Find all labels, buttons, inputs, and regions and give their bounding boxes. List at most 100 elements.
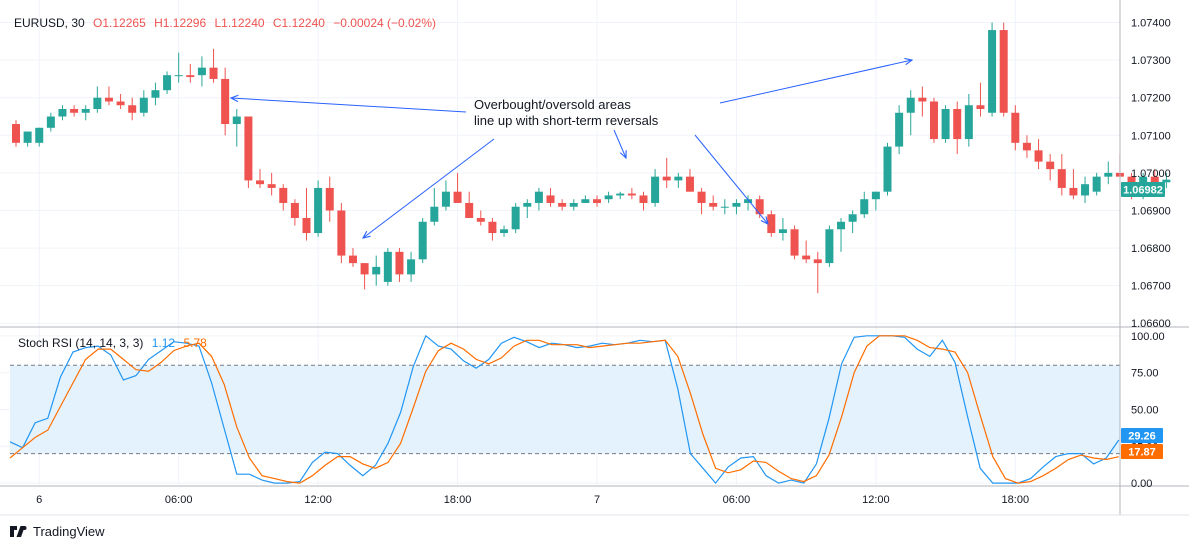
candle-body [825, 229, 834, 264]
annotation-line-1: Overbought/oversold areas [474, 97, 631, 112]
close-value: C1.12240 [272, 16, 325, 30]
candle [813, 251, 822, 294]
annotation-arrow-right-bottom [694, 134, 768, 224]
candle [139, 90, 148, 117]
candle [848, 210, 857, 234]
candle [523, 199, 532, 218]
candle [314, 180, 323, 237]
candle [325, 176, 334, 222]
candle-body [221, 78, 230, 125]
candle-body [12, 124, 20, 143]
candle-body [720, 206, 729, 208]
candle-body [558, 202, 567, 207]
price-tick-label: 1.06700 [1131, 281, 1171, 293]
candle-body [871, 191, 880, 200]
price-tick-label: 1.07300 [1131, 55, 1171, 67]
candle-body [209, 67, 218, 79]
candle [302, 187, 311, 241]
time-tick-label: 12:00 [862, 494, 890, 506]
candle [558, 199, 567, 211]
candle [1057, 154, 1066, 196]
candle [1081, 176, 1090, 203]
candle-body [616, 193, 625, 196]
candle-body [395, 251, 404, 275]
candle [290, 199, 299, 226]
stoch-tick-label: 0.00 [1131, 478, 1152, 490]
candle [465, 191, 474, 218]
candle-body [1069, 187, 1078, 196]
candle-body [418, 221, 427, 260]
candle-body [999, 30, 1008, 113]
indicator-name[interactable]: Stoch RSI (14, 14, 3, 3) [18, 336, 144, 350]
d-value: 5.78 [183, 336, 207, 350]
high-value: H1.12296 [154, 16, 207, 30]
candle-body [186, 75, 195, 78]
candle [163, 71, 172, 94]
candle-body [604, 195, 613, 200]
candle [441, 180, 450, 211]
candle [1092, 172, 1101, 196]
candle-body [93, 97, 102, 109]
candle-body [534, 191, 543, 203]
candle [81, 105, 90, 121]
candle-body [279, 187, 288, 203]
candle-body [767, 214, 776, 234]
candle [488, 218, 497, 241]
candle-body [116, 101, 125, 106]
candle-body [581, 199, 590, 203]
time-tick-label: 7 [594, 494, 600, 506]
candle [430, 187, 439, 226]
candle [639, 191, 648, 211]
candle-body [163, 75, 172, 91]
candle-body [1046, 161, 1055, 170]
candle-body [104, 97, 113, 102]
candle-body [964, 105, 973, 140]
candle [1011, 105, 1020, 151]
candle-body [23, 131, 32, 143]
candle-body [906, 97, 915, 113]
candle-body [128, 105, 137, 113]
candle [232, 109, 241, 147]
candle-body [1011, 112, 1020, 143]
candle [453, 172, 462, 203]
candle-body [360, 263, 369, 275]
d-value-badge-label: 17.87 [1128, 447, 1156, 459]
candle-body [569, 202, 578, 207]
candle [976, 82, 985, 117]
candle-body [256, 180, 265, 185]
tradingview-icon [10, 526, 27, 537]
candle [267, 172, 276, 196]
candle [802, 240, 811, 264]
candle [918, 86, 927, 117]
candle-body [244, 116, 253, 181]
candle [651, 169, 660, 207]
candle-body [465, 202, 474, 218]
candle-body [1092, 176, 1101, 192]
candle [174, 52, 183, 83]
candle-body [441, 191, 450, 207]
time-axis[interactable]: 6 06:00 12:00 18:00 7 06:00 12:00 18:00 [36, 494, 1029, 506]
candle-body [151, 90, 160, 98]
candle-body [593, 199, 601, 203]
time-tick-label: 06:00 [165, 494, 193, 506]
price-badge: 1.06982 [1121, 182, 1165, 197]
price-tick-label: 1.07400 [1131, 18, 1171, 30]
price-tick-label: 1.07000 [1131, 168, 1171, 180]
candle-body [837, 221, 846, 230]
candle-body [929, 101, 938, 140]
tradingview-logo[interactable]: TradingView [10, 524, 105, 539]
candle [372, 255, 381, 286]
price-tick-label: 1.07200 [1131, 93, 1171, 105]
price-axis[interactable]: 1.07400 1.07300 1.07200 1.07100 1.07000 1.069… [1131, 18, 1171, 331]
candle [837, 218, 846, 252]
candle [941, 105, 950, 143]
candle [279, 184, 288, 211]
candle [929, 97, 938, 143]
candle [778, 218, 787, 241]
candle [627, 187, 636, 200]
candle-body [1057, 169, 1066, 188]
candle [1022, 135, 1031, 158]
symbol-label[interactable]: EURUSD, 30 [14, 16, 85, 30]
